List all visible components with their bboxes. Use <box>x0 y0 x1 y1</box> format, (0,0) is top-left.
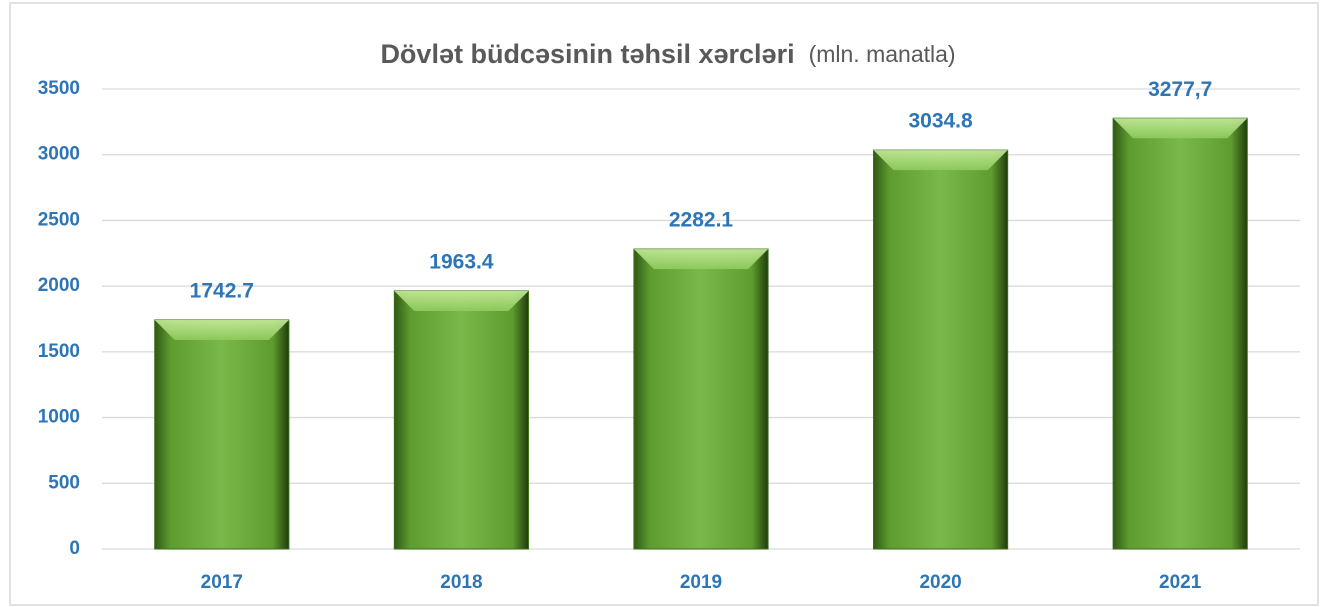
y-tick-label: 2500 <box>38 209 80 230</box>
bar-bevel <box>394 290 529 311</box>
bar <box>393 290 529 550</box>
bar <box>1112 117 1248 550</box>
chart-title: Dövlət büdcəsinin təhsil xərcləri <box>380 39 794 69</box>
chart-subtitle: (mln. manatla) <box>809 41 956 67</box>
y-tick-label: 0 <box>69 538 80 559</box>
bar-bevel <box>873 150 1008 171</box>
x-tick-label: 2018 <box>440 572 482 593</box>
bar-bevel <box>1113 118 1248 139</box>
chart-title-group: Dövlət büdcəsinin təhsil xərcləri (mln. m… <box>380 39 955 69</box>
bar-bevel <box>154 319 289 340</box>
bar <box>873 149 1009 550</box>
data-label: 1963.4 <box>429 251 494 274</box>
y-tick-label: 1500 <box>38 341 80 362</box>
chart-frame <box>9 2 1319 606</box>
y-tick-label: 3000 <box>38 144 80 165</box>
x-tick-label: 2017 <box>201 572 243 593</box>
y-tick-label: 2000 <box>38 275 80 296</box>
bar <box>154 319 290 550</box>
data-label: 3034.8 <box>908 110 973 133</box>
data-label: 3277,7 <box>1148 78 1212 101</box>
bar-bevel <box>633 249 769 270</box>
data-label: 2282.1 <box>669 209 734 232</box>
y-tick-label: 1000 <box>38 407 80 428</box>
y-tick-label: 3500 <box>38 78 80 99</box>
y-tick-label: 500 <box>48 472 80 493</box>
data-label: 1742.7 <box>190 280 254 303</box>
x-tick-label: 2019 <box>680 572 722 593</box>
bar <box>633 248 769 550</box>
x-tick-label: 2021 <box>1159 572 1202 593</box>
x-tick-label: 2020 <box>919 572 961 593</box>
